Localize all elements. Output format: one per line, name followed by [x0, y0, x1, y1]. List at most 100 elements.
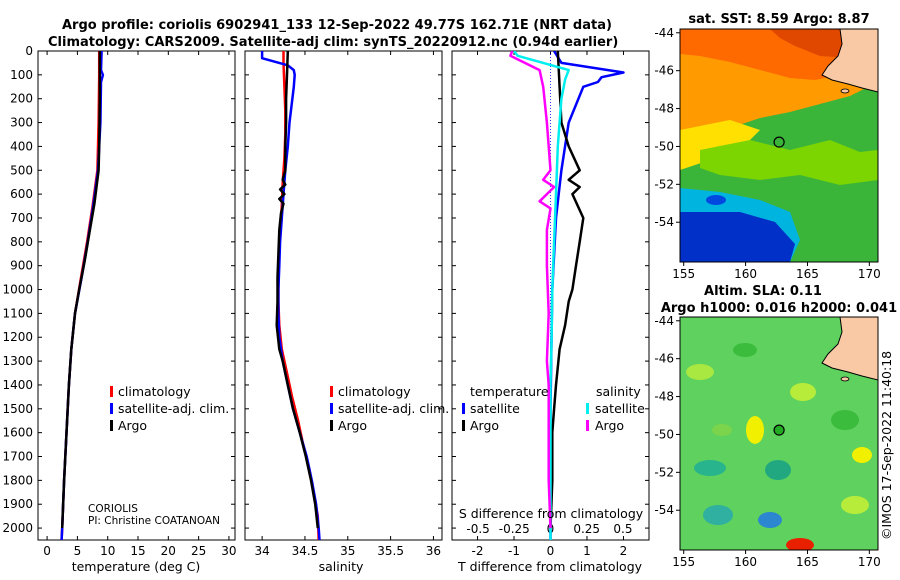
depth-tick-label: 700 — [10, 211, 33, 225]
sla-blob — [790, 383, 816, 401]
legend-salinity-header: salinity — [596, 384, 641, 399]
series-line-s-satellite — [513, 51, 570, 540]
depth-tick-label: 1000 — [2, 283, 33, 297]
depth-tick-label: 200 — [10, 92, 33, 106]
difference-legend: temperature satellite Argo salinity sate… — [462, 384, 645, 433]
lon-tick-label: 160 — [734, 267, 757, 281]
temperature-legend: climatology satellite-adj. clim. Argo — [110, 384, 229, 433]
series-line-s-argo — [509, 51, 556, 529]
legend-label-t-satellite: satellite — [470, 401, 520, 416]
lon-tick-label: 155 — [672, 267, 695, 281]
depth-tick-label: 500 — [10, 163, 33, 177]
t-difference-axis-label: T difference from climatology — [457, 559, 643, 574]
sla-blob — [831, 410, 859, 430]
x-tick-label: 5 — [74, 544, 82, 558]
legend-swatch-climatology — [110, 386, 113, 397]
header-line-2: Climatology: CARS2009. Satellite-adj cli… — [48, 35, 618, 50]
series-line-t-argo — [549, 51, 585, 529]
legend-label-satellite: satellite-adj. clim. — [338, 401, 449, 416]
x-tick-label: 20 — [161, 544, 176, 558]
temperature-profile-lines — [60, 51, 105, 540]
legend-swatch-argo — [330, 420, 333, 431]
x-tick-label: 36 — [426, 544, 441, 558]
sst-lightgreen-band — [700, 140, 878, 185]
legend-label-s-argo: Argo — [595, 418, 624, 433]
lat-tick-label: -50 — [654, 427, 674, 441]
lat-tick-label: -48 — [654, 390, 674, 404]
lat-tick-label: -44 — [654, 314, 674, 328]
sla-map-lon-ticks: 155 160 165 170 — [672, 550, 881, 569]
difference-profile-panel: -2 -1 0 1 2 -0.5 -0.25 0 0.25 0.5 temperature sa… — [451, 50, 650, 574]
depth-tick-label: 1800 — [2, 473, 33, 487]
sst-land-new-zealand — [821, 29, 878, 93]
sla-blob — [852, 447, 872, 463]
sla-map-lat-ticks: -44 -46 -48 -50 -52 -54 — [654, 314, 680, 517]
legend-label-climatology: climatology — [118, 384, 191, 399]
temperature-axes-frame — [37, 50, 236, 541]
sst-map-lat-ticks: -44 -46 -48 -50 -52 -54 — [654, 26, 680, 229]
legend-temperature-header: temperature — [470, 384, 549, 399]
legend-swatch-t-satellite — [462, 403, 465, 414]
salinity-axis-label: salinity — [319, 559, 364, 574]
sla-blob — [746, 416, 764, 444]
depth-tick-label: 1100 — [2, 306, 33, 320]
legend-label-satellite: satellite-adj. clim. — [118, 401, 229, 416]
s-difference-axis-label: S difference from climatology — [459, 506, 644, 521]
depth-tick-label: 400 — [10, 139, 33, 153]
lat-tick-label: -44 — [654, 26, 674, 40]
s-difference-axis-ticks: -0.5 -0.25 0 0.25 0.5 — [466, 522, 632, 536]
x-tick-label: 34 — [254, 544, 269, 558]
lon-tick-label: 160 — [734, 555, 757, 569]
salinity-axis-ticks: 34 34.5 35 35.5 36 — [254, 51, 441, 558]
x-tick-label: 30 — [221, 544, 236, 558]
header-line-1: Argo profile: coriolis 6902941_133 12-Se… — [62, 18, 612, 33]
depth-tick-label: 1300 — [2, 354, 33, 368]
legend-swatch-satellite — [110, 403, 113, 414]
series-line-argo — [60, 51, 102, 529]
depth-tick-label: 1400 — [2, 378, 33, 392]
lon-tick-label: 165 — [796, 555, 819, 569]
legend-label-s-satellite: satellite — [595, 401, 645, 416]
lat-tick-label: -46 — [654, 64, 674, 78]
legend-swatch-argo — [110, 420, 113, 431]
sst-map-panel: sat. SST: 8.59 Argo: 8.87 155 160 165 170 -… — [654, 12, 880, 281]
depth-tick-label: 300 — [10, 116, 33, 130]
sla-map-subtitle: Argo h1000: 0.016 h2000: 0.041 — [661, 301, 897, 316]
lat-tick-label: -50 — [654, 139, 674, 153]
sst-map-lon-ticks: 155 160 165 170 — [672, 262, 881, 281]
salinity-profile-lines — [260, 51, 321, 540]
x-tick-label: 34.5 — [292, 544, 319, 558]
legend-swatch-t-argo — [462, 420, 465, 431]
s-tick-label: 0.5 — [613, 522, 632, 536]
sla-blob — [841, 496, 869, 514]
legend-label-argo: Argo — [338, 418, 367, 433]
depth-tick-label: 1900 — [2, 497, 33, 511]
sla-profile-marker — [773, 424, 785, 436]
temperature-axis-label: temperature (deg C) — [72, 559, 201, 574]
legend-label-argo: Argo — [118, 418, 147, 433]
sla-map-panel: Altim. SLA: 0.11 Argo h1000: 0.016 h2000… — [654, 284, 897, 569]
sla-blob — [686, 364, 714, 380]
x-tick-label: 2 — [620, 544, 628, 558]
sla-map-frame — [679, 316, 879, 551]
depth-tick-label: 2000 — [2, 521, 33, 535]
sst-island — [840, 88, 850, 94]
lat-tick-label: -46 — [654, 352, 674, 366]
depth-tick-label: 1200 — [2, 330, 33, 344]
s-tick-label: 0.25 — [573, 522, 600, 536]
legend-label-t-argo: Argo — [470, 418, 499, 433]
lat-tick-label: -48 — [654, 102, 674, 116]
s-tick-label: -0.25 — [499, 522, 530, 536]
x-tick-label: 15 — [130, 544, 145, 558]
lat-tick-label: -54 — [654, 503, 674, 517]
x-tick-label: 0 — [43, 544, 51, 558]
sst-cold-eddy — [706, 195, 726, 205]
salinity-depth-ticks — [245, 50, 442, 529]
x-tick-label: 10 — [100, 544, 115, 558]
sla-land-new-zealand — [821, 317, 878, 381]
temperature-profile-panel: 0100200300400500600700800900100011001200… — [2, 44, 236, 574]
sla-map-title: Altim. SLA: 0.11 — [704, 284, 822, 299]
sla-blob — [694, 460, 726, 476]
